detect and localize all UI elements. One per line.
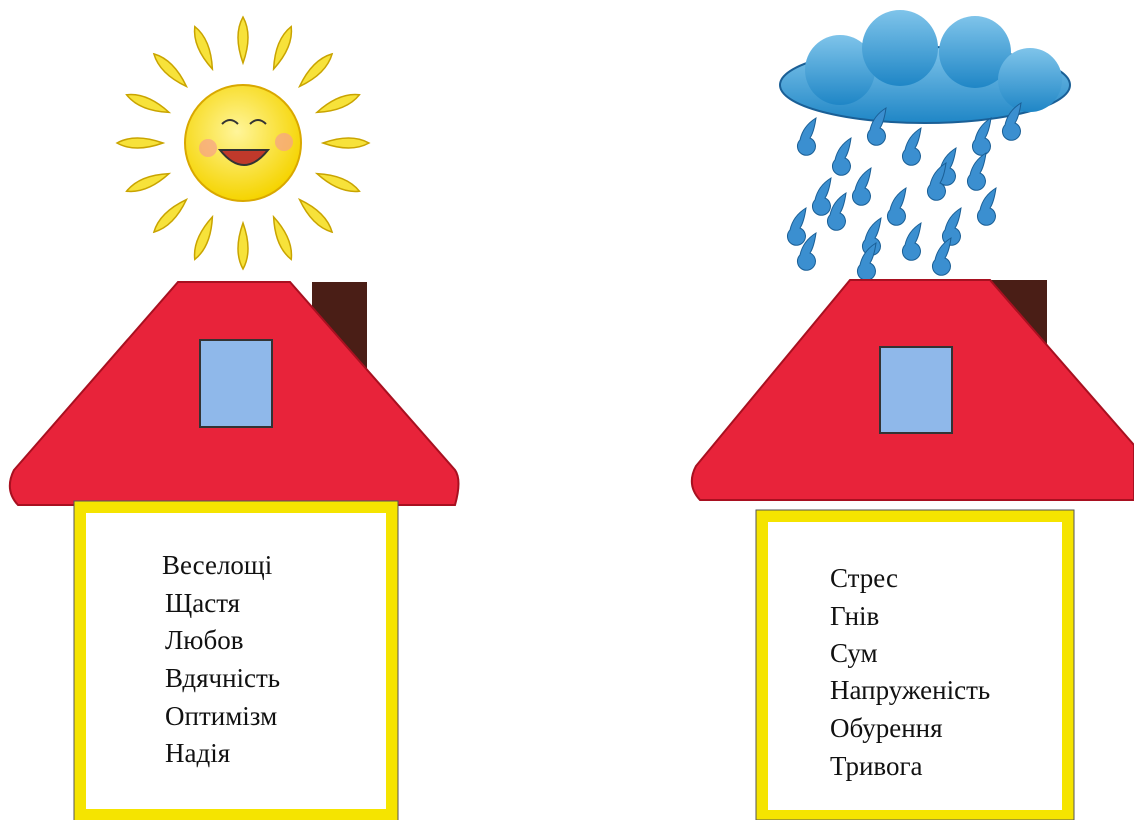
sun-ray xyxy=(315,169,361,196)
rain-drop xyxy=(832,138,851,175)
sun-ray xyxy=(269,25,296,71)
rain-drop xyxy=(977,188,996,225)
sun-ray xyxy=(323,138,369,148)
word: Гнів xyxy=(830,601,879,631)
word: Стрес xyxy=(830,563,898,593)
sun-ray xyxy=(125,90,171,117)
sun-ray xyxy=(190,215,217,261)
word: Надія xyxy=(165,738,230,768)
word: Напруженість xyxy=(830,675,990,705)
rain-drops xyxy=(787,103,1021,280)
sun-ray xyxy=(150,196,190,236)
rain-drop xyxy=(827,193,846,230)
cloud xyxy=(780,10,1070,123)
rain-drop xyxy=(942,208,961,245)
word: Тривога xyxy=(830,751,923,781)
rain-drop xyxy=(797,118,816,155)
sun-ray xyxy=(190,25,217,71)
rain-drop xyxy=(852,168,871,205)
rain-drop xyxy=(932,238,951,275)
rain-drop xyxy=(902,223,921,260)
sun-ray xyxy=(296,196,336,236)
word: Вдячність xyxy=(165,663,280,693)
illustration: Веселощі Щастя Любов Вдячність Оптимізм … xyxy=(0,0,1134,820)
sun-ray xyxy=(117,138,163,148)
rain-drop xyxy=(887,188,906,225)
rain-drop xyxy=(787,208,806,245)
window xyxy=(880,347,952,433)
sun-cheek xyxy=(199,139,217,157)
sun-ray xyxy=(315,90,361,117)
rain-drop xyxy=(812,178,831,215)
sun-ray xyxy=(269,215,296,261)
window xyxy=(200,340,272,427)
sun-ray xyxy=(238,17,248,63)
page: Веселощі Щастя Любов Вдячність Оптимізм … xyxy=(0,0,1134,820)
word: Веселощі xyxy=(162,550,272,580)
word: Сум xyxy=(830,638,878,668)
rain-drop xyxy=(902,128,921,165)
word: Щастя xyxy=(165,588,240,618)
rain-drop xyxy=(972,118,991,155)
sun-ray xyxy=(150,50,190,90)
house: Стрес Гнів Сум Напруженість Обурення Три… xyxy=(692,280,1134,820)
sun-ray xyxy=(125,169,171,196)
rain-drop xyxy=(967,153,986,190)
sun-cheek xyxy=(275,133,293,151)
sun-ray xyxy=(296,50,336,90)
word: Любов xyxy=(165,625,243,655)
sun-ray xyxy=(238,223,248,269)
house: Веселощі Щастя Любов Вдячність Оптимізм … xyxy=(10,282,459,820)
word: Оптимізм xyxy=(165,701,277,731)
word: Обурення xyxy=(830,713,943,743)
